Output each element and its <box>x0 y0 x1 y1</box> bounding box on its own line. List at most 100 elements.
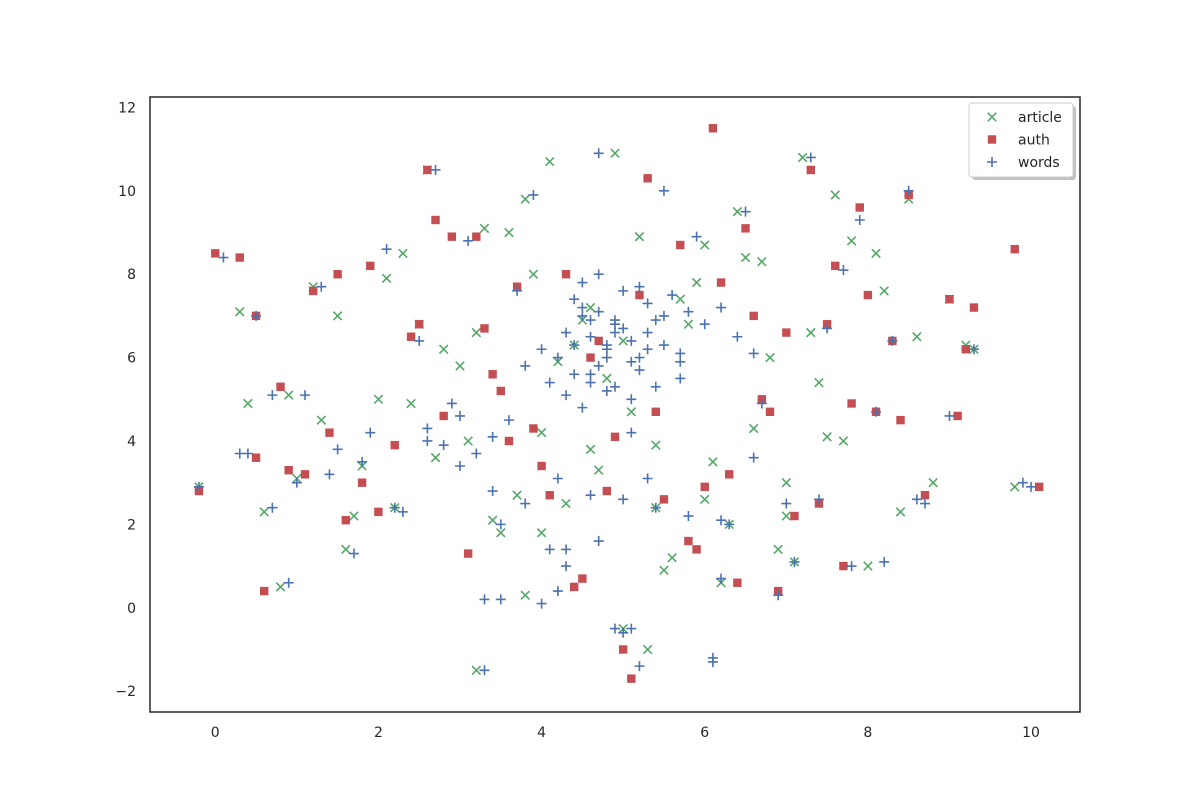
article-point <box>651 440 661 450</box>
auth-point <box>366 261 375 271</box>
x-tick-label: 4 <box>537 725 546 741</box>
article-point <box>797 152 808 163</box>
auth-point <box>1010 244 1019 254</box>
auth-point <box>390 440 399 450</box>
article-point <box>536 427 547 438</box>
auth-point <box>839 561 848 571</box>
article-point <box>438 344 449 355</box>
words-point <box>642 298 653 309</box>
auth-point <box>676 240 685 250</box>
words-point <box>610 315 620 326</box>
words-point <box>561 327 572 338</box>
words-point <box>642 473 653 484</box>
words-point <box>716 515 727 526</box>
auth-point <box>586 353 595 362</box>
article-point <box>838 436 849 446</box>
auth-point <box>716 278 726 287</box>
auth-point <box>741 224 750 233</box>
auth-point <box>447 232 457 241</box>
auth-point <box>594 336 603 346</box>
words-point <box>634 365 645 376</box>
auth-point <box>276 382 285 391</box>
article-point <box>471 665 482 676</box>
y-tick-label: 2 <box>127 517 136 533</box>
words-point <box>601 340 612 351</box>
words-point <box>838 265 849 276</box>
words-point <box>813 494 824 505</box>
words-point <box>430 164 441 175</box>
words-point <box>585 315 596 326</box>
y-tick-label: −2 <box>115 684 136 700</box>
words-point <box>577 302 588 313</box>
words-point <box>650 315 661 326</box>
auth-point <box>251 453 261 462</box>
words-point <box>267 502 278 513</box>
auth-point <box>578 574 587 583</box>
auth-point <box>284 465 293 475</box>
auth-point <box>308 286 318 296</box>
article-point <box>691 277 702 288</box>
words-point <box>887 335 898 346</box>
article-point <box>585 302 596 313</box>
article-point <box>471 327 482 338</box>
auth-point <box>692 545 701 554</box>
words-point <box>242 448 253 459</box>
words-point <box>610 327 620 338</box>
auth-point <box>341 516 350 525</box>
words-point <box>903 185 914 196</box>
words-point <box>618 285 629 296</box>
x-axis-ticks: 0 2 4 6 8 10 <box>211 725 1040 741</box>
article-point <box>341 544 351 555</box>
article-point <box>863 561 873 571</box>
auth-point <box>610 432 620 442</box>
x-tick-label: 10 <box>1022 725 1040 741</box>
auth-point <box>431 215 440 225</box>
article-point <box>814 377 824 388</box>
article-point <box>912 331 922 342</box>
words-point <box>569 340 580 351</box>
article-point <box>234 306 245 317</box>
auth-point <box>570 582 579 592</box>
auth-point <box>496 386 505 396</box>
y-tick-label: 8 <box>127 267 136 283</box>
article-point <box>642 644 653 655</box>
article-point <box>593 465 604 475</box>
auth-point <box>969 303 979 312</box>
words-point <box>634 352 645 363</box>
words-point <box>691 231 702 242</box>
words-point <box>1017 477 1028 488</box>
words-point <box>193 481 204 492</box>
words-point <box>316 281 327 292</box>
article-point <box>520 194 531 204</box>
auth-point <box>545 490 554 500</box>
words-point <box>618 627 629 638</box>
words-point <box>650 502 661 513</box>
article-point <box>561 498 571 509</box>
words-point <box>748 452 759 463</box>
words-point <box>756 398 767 409</box>
article-point <box>822 432 832 442</box>
words-point <box>422 435 433 446</box>
words-point <box>544 544 555 555</box>
words-point <box>683 511 694 522</box>
words-point <box>658 185 669 196</box>
words-point <box>618 494 629 505</box>
auth-point <box>700 482 709 492</box>
words-point <box>593 306 604 317</box>
article-point <box>585 444 596 455</box>
words-point <box>552 586 563 597</box>
article-point <box>708 457 718 467</box>
article-point <box>699 240 710 250</box>
words-point <box>381 244 392 255</box>
article-point <box>659 565 669 576</box>
words-point <box>748 348 759 359</box>
article-point <box>430 452 441 463</box>
auth-point <box>602 486 612 496</box>
auth-point <box>920 490 930 500</box>
words-point <box>601 352 612 363</box>
words-point <box>911 494 922 505</box>
auth-point <box>463 549 473 558</box>
auth-point <box>260 586 269 596</box>
words-point <box>593 269 604 280</box>
article-point <box>740 252 751 263</box>
